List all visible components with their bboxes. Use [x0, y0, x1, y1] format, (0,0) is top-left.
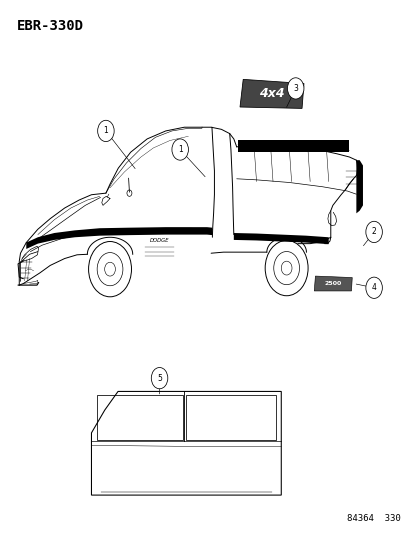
Text: 4x4: 4x4 [259, 87, 284, 100]
Circle shape [365, 277, 382, 298]
Text: DODGE: DODGE [150, 238, 169, 244]
Text: 2500: 2500 [324, 281, 341, 286]
Polygon shape [313, 276, 351, 291]
Circle shape [171, 139, 188, 160]
Text: 5: 5 [157, 374, 161, 383]
Text: 84364  330: 84364 330 [347, 514, 400, 523]
Text: 3: 3 [292, 84, 297, 93]
FancyBboxPatch shape [237, 140, 349, 152]
Polygon shape [240, 79, 303, 108]
Circle shape [287, 78, 303, 99]
Text: EBR-330D: EBR-330D [17, 19, 84, 33]
Text: 1: 1 [103, 126, 108, 135]
Polygon shape [356, 160, 362, 213]
Circle shape [365, 221, 382, 243]
Circle shape [97, 120, 114, 142]
Text: 1: 1 [177, 145, 182, 154]
Polygon shape [233, 233, 328, 244]
Text: 4: 4 [371, 283, 376, 292]
Text: 2: 2 [371, 228, 375, 237]
Circle shape [151, 368, 167, 389]
Polygon shape [26, 227, 212, 249]
